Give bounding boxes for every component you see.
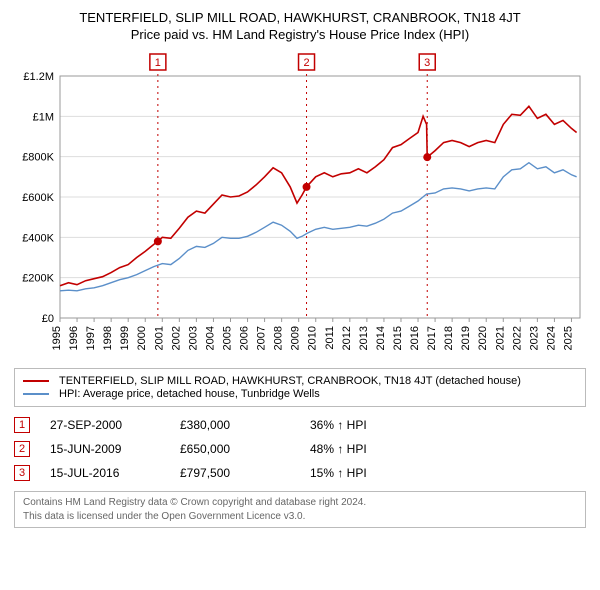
svg-text:3: 3 <box>424 57 430 69</box>
legend-label-blue: HPI: Average price, detached house, Tunb… <box>59 388 320 400</box>
sale-date: 15-JUN-2009 <box>50 442 180 456</box>
legend-label-red: TENTERFIELD, SLIP MILL ROAD, HAWKHURST, … <box>59 375 521 387</box>
svg-text:2017: 2017 <box>426 326 438 350</box>
sale-price: £797,500 <box>180 466 310 480</box>
sale-delta: 48% ↑ HPI <box>310 442 586 456</box>
svg-text:2013: 2013 <box>358 326 370 350</box>
svg-text:£200K: £200K <box>22 273 54 285</box>
svg-text:£400K: £400K <box>22 232 54 244</box>
svg-text:2007: 2007 <box>256 326 268 350</box>
chart-container: TENTERFIELD, SLIP MILL ROAD, HAWKHURST, … <box>0 0 600 542</box>
sales-row: 1 27-SEP-2000 £380,000 36% ↑ HPI <box>14 413 586 437</box>
svg-text:2014: 2014 <box>375 326 387 350</box>
svg-text:2010: 2010 <box>307 326 319 350</box>
svg-text:2003: 2003 <box>187 326 199 350</box>
svg-text:1: 1 <box>155 57 161 69</box>
chart-title-line2: Price paid vs. HM Land Registry's House … <box>10 27 590 42</box>
sales-row: 2 15-JUN-2009 £650,000 48% ↑ HPI <box>14 437 586 461</box>
legend-row: TENTERFIELD, SLIP MILL ROAD, HAWKHURST, … <box>23 375 577 387</box>
footer-line2: This data is licensed under the Open Gov… <box>23 510 577 524</box>
svg-text:2000: 2000 <box>136 326 148 350</box>
svg-text:2004: 2004 <box>204 326 216 350</box>
svg-text:£800K: £800K <box>22 152 54 164</box>
footer-line1: Contains HM Land Registry data © Crown c… <box>23 496 577 510</box>
svg-text:2012: 2012 <box>341 326 353 350</box>
chart-svg: £0 £200K £400K £600K £800K £1M £1.2M 1995 1996 19… <box>10 48 590 358</box>
svg-text:2008: 2008 <box>273 326 285 350</box>
svg-text:2023: 2023 <box>528 326 540 350</box>
sale-marker-icon: 2 <box>14 441 30 457</box>
svg-text:1996: 1996 <box>68 326 80 350</box>
svg-text:2022: 2022 <box>511 326 523 350</box>
sale-delta: 36% ↑ HPI <box>310 418 586 432</box>
svg-text:2018: 2018 <box>443 326 455 350</box>
svg-text:2002: 2002 <box>170 326 182 350</box>
svg-text:1997: 1997 <box>85 326 97 350</box>
svg-text:1998: 1998 <box>102 326 114 350</box>
sales-row: 3 15-JUL-2016 £797,500 15% ↑ HPI <box>14 461 586 485</box>
svg-text:2025: 2025 <box>562 326 574 350</box>
svg-text:2020: 2020 <box>477 326 489 350</box>
svg-text:1999: 1999 <box>119 326 131 350</box>
svg-text:2005: 2005 <box>221 326 233 350</box>
plot-area: £0 £200K £400K £600K £800K £1M £1.2M 1995 1996 19… <box>10 48 590 358</box>
sales-table: 1 27-SEP-2000 £380,000 36% ↑ HPI 2 15-JU… <box>14 413 586 485</box>
svg-text:2011: 2011 <box>324 326 336 350</box>
svg-text:2016: 2016 <box>409 326 421 350</box>
legend-swatch-blue <box>23 393 49 396</box>
svg-text:2: 2 <box>303 57 309 69</box>
chart-title-line1: TENTERFIELD, SLIP MILL ROAD, HAWKHURST, … <box>10 10 590 25</box>
svg-text:£0: £0 <box>42 313 54 325</box>
sale-date: 15-JUL-2016 <box>50 466 180 480</box>
svg-text:£1.2M: £1.2M <box>23 71 54 83</box>
svg-text:2019: 2019 <box>460 326 472 350</box>
sale-price: £650,000 <box>180 442 310 456</box>
svg-text:2015: 2015 <box>392 326 404 350</box>
sale-date: 27-SEP-2000 <box>50 418 180 432</box>
svg-text:2024: 2024 <box>545 326 557 350</box>
sale-price: £380,000 <box>180 418 310 432</box>
svg-text:£1M: £1M <box>33 111 54 123</box>
footer-attribution: Contains HM Land Registry data © Crown c… <box>14 491 586 528</box>
legend: TENTERFIELD, SLIP MILL ROAD, HAWKHURST, … <box>14 368 586 407</box>
svg-text:2021: 2021 <box>494 326 506 350</box>
svg-text:2006: 2006 <box>239 326 251 350</box>
legend-swatch-red <box>23 380 49 383</box>
svg-text:2001: 2001 <box>153 326 165 350</box>
sale-delta: 15% ↑ HPI <box>310 466 586 480</box>
svg-text:£600K: £600K <box>22 192 54 204</box>
sale-marker-icon: 1 <box>14 417 30 433</box>
legend-row: HPI: Average price, detached house, Tunb… <box>23 388 577 400</box>
svg-text:2009: 2009 <box>290 326 302 350</box>
sale-marker-icon: 3 <box>14 465 30 481</box>
svg-text:1995: 1995 <box>51 326 63 350</box>
